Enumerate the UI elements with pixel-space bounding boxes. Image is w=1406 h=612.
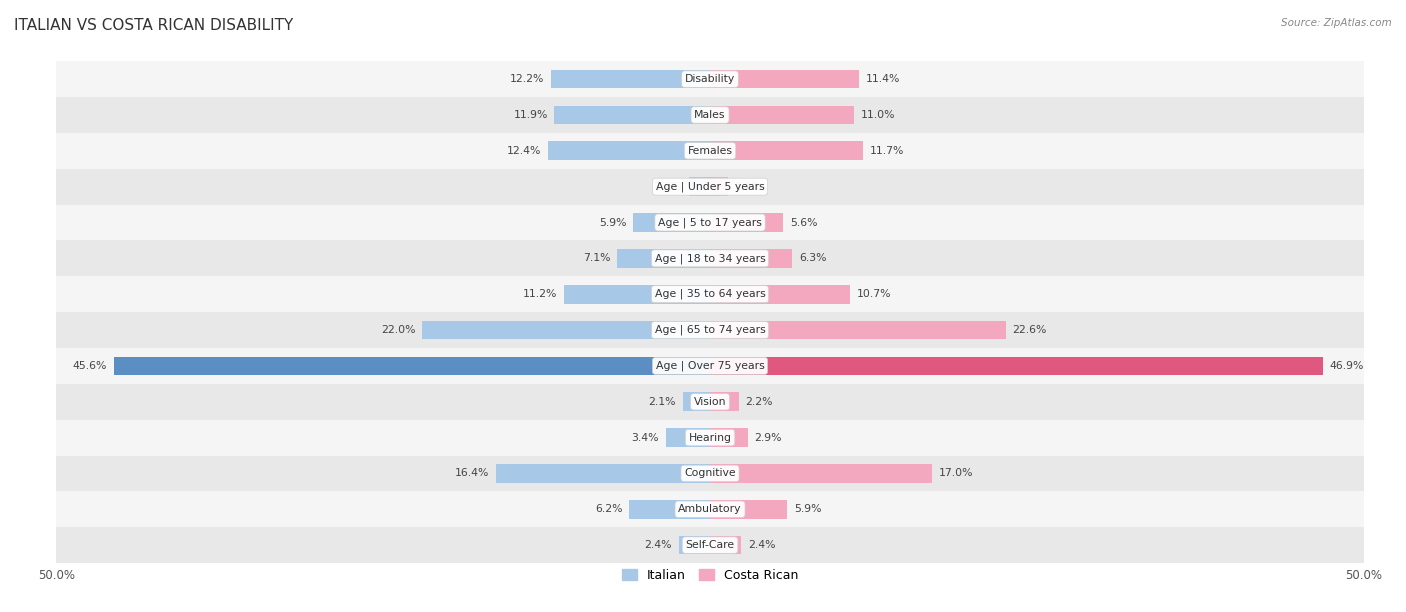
Bar [689,177,710,196]
Text: 6.3%: 6.3% [799,253,827,263]
Bar [56,527,1364,563]
Text: 3.4%: 3.4% [631,433,659,442]
Bar [422,321,710,340]
Bar [56,241,1364,276]
Bar [56,384,1364,420]
Text: 10.7%: 10.7% [856,289,891,299]
Text: Age | 5 to 17 years: Age | 5 to 17 years [658,217,762,228]
Bar [710,500,787,518]
Text: 6.2%: 6.2% [595,504,623,514]
Bar [56,61,1364,97]
Bar [554,106,710,124]
Text: Males: Males [695,110,725,120]
Text: 11.9%: 11.9% [513,110,548,120]
Bar [710,321,1005,340]
Text: 2.2%: 2.2% [745,397,773,407]
Text: Source: ZipAtlas.com: Source: ZipAtlas.com [1281,18,1392,28]
Bar [679,536,710,554]
Text: 5.9%: 5.9% [599,217,626,228]
Bar [551,70,710,89]
Bar [665,428,710,447]
Text: Age | 35 to 64 years: Age | 35 to 64 years [655,289,765,299]
Text: 11.2%: 11.2% [523,289,557,299]
Bar [56,276,1364,312]
Text: 22.0%: 22.0% [381,325,416,335]
Text: Cognitive: Cognitive [685,468,735,479]
Text: 17.0%: 17.0% [939,468,973,479]
Bar [628,500,710,518]
Bar [710,464,932,483]
Text: Age | 18 to 34 years: Age | 18 to 34 years [655,253,765,264]
Text: 1.4%: 1.4% [735,182,762,192]
Text: Females: Females [688,146,733,156]
Text: 12.2%: 12.2% [509,74,544,84]
Bar [56,97,1364,133]
Text: 11.0%: 11.0% [860,110,894,120]
Text: Disability: Disability [685,74,735,84]
Text: Hearing: Hearing [689,433,731,442]
Text: 5.6%: 5.6% [790,217,817,228]
Bar [710,536,741,554]
Bar [56,312,1364,348]
Text: 7.1%: 7.1% [583,253,610,263]
Bar [710,106,853,124]
Text: ITALIAN VS COSTA RICAN DISABILITY: ITALIAN VS COSTA RICAN DISABILITY [14,18,294,34]
Text: 2.4%: 2.4% [644,540,672,550]
Bar [710,70,859,89]
Bar [710,357,1323,375]
Text: Age | Over 75 years: Age | Over 75 years [655,360,765,371]
Text: 16.4%: 16.4% [454,468,489,479]
Text: 12.4%: 12.4% [508,146,541,156]
Bar [710,428,748,447]
Bar [710,285,851,304]
Bar [710,392,738,411]
Bar [56,133,1364,169]
Bar [56,169,1364,204]
Text: 5.9%: 5.9% [794,504,821,514]
Bar [56,420,1364,455]
Bar [56,455,1364,491]
Text: 11.7%: 11.7% [869,146,904,156]
Bar [56,204,1364,241]
Text: 46.9%: 46.9% [1330,361,1364,371]
Text: 1.6%: 1.6% [655,182,682,192]
Bar [710,213,783,232]
Bar [617,249,710,267]
Text: 11.4%: 11.4% [866,74,900,84]
Text: Ambulatory: Ambulatory [678,504,742,514]
Text: Vision: Vision [693,397,727,407]
Bar [495,464,710,483]
Bar [114,357,710,375]
Text: 45.6%: 45.6% [73,361,107,371]
Text: 2.1%: 2.1% [648,397,676,407]
Text: 2.4%: 2.4% [748,540,776,550]
Text: Age | 65 to 74 years: Age | 65 to 74 years [655,325,765,335]
Bar [710,249,793,267]
Text: Age | Under 5 years: Age | Under 5 years [655,181,765,192]
Text: Self-Care: Self-Care [686,540,734,550]
Text: 22.6%: 22.6% [1012,325,1046,335]
Bar [564,285,710,304]
Bar [56,348,1364,384]
Bar [56,491,1364,527]
Bar [710,177,728,196]
Bar [682,392,710,411]
Legend: Italian, Costa Rican: Italian, Costa Rican [617,564,803,587]
Bar [633,213,710,232]
Bar [710,141,863,160]
Text: 2.9%: 2.9% [755,433,782,442]
Bar [548,141,710,160]
